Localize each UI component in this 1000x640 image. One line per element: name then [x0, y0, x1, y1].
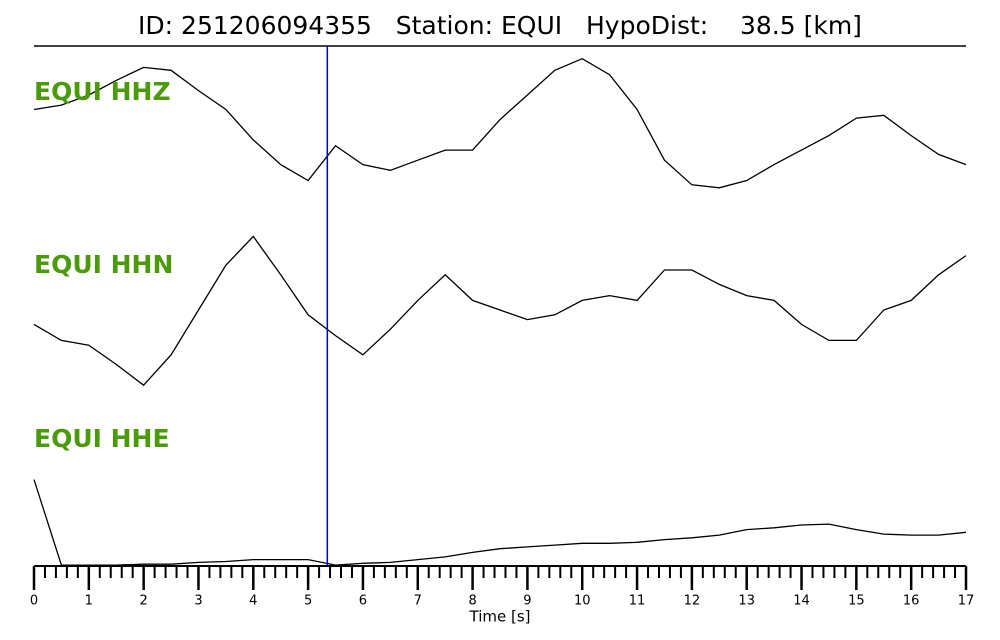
x-tick-label: 5: [304, 594, 312, 609]
x-tick-label: 14: [793, 594, 810, 609]
trace-label: EQUI HHZ: [34, 77, 171, 106]
x-tick-label: 8: [468, 594, 476, 609]
x-tick-label: 13: [738, 594, 755, 609]
x-tick-label: 10: [574, 594, 591, 609]
x-tick-label: 3: [194, 594, 202, 609]
trace-line: [33, 57, 967, 189]
x-tick-label: 9: [523, 594, 531, 609]
x-tick-label: 6: [359, 594, 367, 609]
x-tick-label: 11: [629, 594, 646, 609]
x-tick-label: 0: [30, 594, 38, 609]
x-tick-label: 17: [958, 594, 975, 609]
x-tick-label: 1: [85, 594, 93, 609]
x-tick-label: 7: [414, 594, 422, 609]
trace-label: EQUI HHN: [34, 250, 173, 279]
x-axis-label: Time [s]: [469, 608, 531, 626]
trace-label: EQUI HHE: [34, 424, 170, 453]
x-tick-label: 16: [903, 594, 920, 609]
trace-line: [33, 235, 967, 387]
x-tick-label: 2: [140, 594, 148, 609]
x-tick-label: 12: [684, 594, 701, 609]
x-tick-label: 4: [249, 594, 257, 609]
x-tick-label: 15: [848, 594, 865, 609]
chart-title: ID: 251206094355 Station: EQUI HypoDist:…: [138, 11, 862, 40]
trace-line: [33, 479, 967, 566]
